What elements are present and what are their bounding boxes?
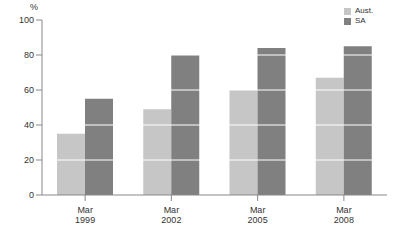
svg-text:0: 0	[29, 190, 34, 200]
svg-text:80: 80	[24, 50, 34, 60]
svg-text:40: 40	[24, 120, 34, 130]
svg-text:Mar2008: Mar2008	[334, 205, 354, 225]
svg-text:Mar2005: Mar2005	[248, 205, 268, 225]
svg-text:Mar2002: Mar2002	[161, 205, 181, 225]
svg-text:Mar1999: Mar1999	[75, 205, 95, 225]
html-text:SA: SA	[355, 16, 366, 25]
svg-text:20: 20	[24, 155, 34, 165]
svg-text:100: 100	[19, 15, 34, 25]
html-text:Aust.: Aust.	[355, 6, 374, 15]
svg-text:60: 60	[24, 85, 34, 95]
